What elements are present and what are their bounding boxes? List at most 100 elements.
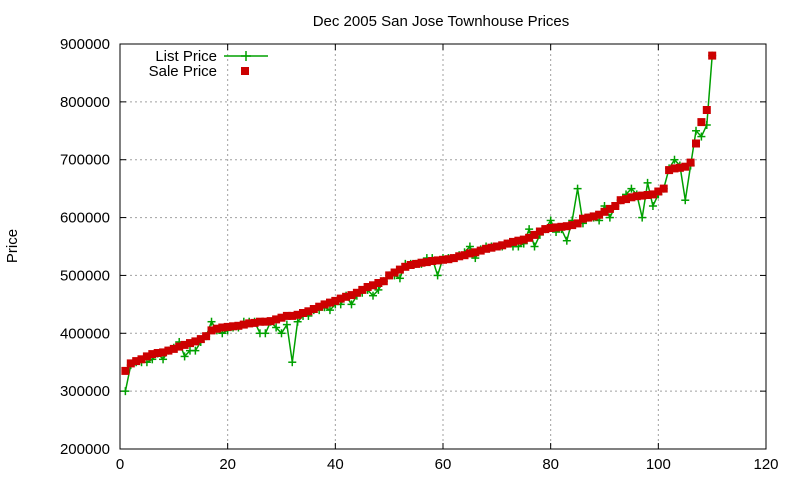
list-price-point [697, 132, 706, 141]
list-price-point [433, 271, 442, 280]
sale-price-point [627, 193, 636, 202]
sale-price-point [261, 317, 270, 326]
sale-price-point [492, 242, 501, 251]
sale-price-point [638, 191, 647, 200]
list-price-point [277, 329, 286, 338]
sale-price-point [390, 268, 399, 277]
sale-price-point [692, 139, 700, 148]
sale-price-point [465, 249, 474, 258]
sale-price-point [670, 164, 679, 173]
list-price-point [562, 236, 571, 245]
sale-price-point [460, 251, 469, 260]
sale-price-point [622, 195, 630, 204]
sale-price-point [175, 342, 184, 351]
sale-price-point [331, 296, 340, 305]
sale-price-point [288, 311, 297, 320]
list-price-point [207, 317, 216, 326]
list-price-point [546, 216, 555, 225]
list-price-point [288, 358, 297, 367]
sale-price-point [579, 214, 587, 223]
x-tick-label: 60 [435, 456, 452, 473]
y-tick-label: 200000 [60, 441, 110, 458]
list-price-point [670, 155, 679, 164]
sale-price-point [159, 348, 168, 357]
sale-price-point [708, 51, 717, 60]
sale-price-point [449, 254, 458, 263]
sale-price-point [557, 222, 566, 231]
sale-price-point [142, 352, 151, 361]
sale-price-point [374, 279, 383, 287]
y-tick-label: 700000 [60, 152, 110, 169]
sale-price-point [514, 236, 523, 245]
list-price-point [573, 184, 582, 193]
x-tick-label: 80 [542, 456, 559, 473]
sale-price-point [530, 230, 539, 239]
sale-price-point [256, 317, 264, 326]
list-price-point [159, 355, 168, 364]
axis-ticks: 0 20 40 60 80 100 120 200000 300000 400000 500000 6… [60, 36, 779, 473]
sale-price-point [675, 163, 684, 172]
sale-price-point [212, 324, 221, 333]
sale-price-point [207, 326, 216, 335]
sale-price-point [180, 340, 189, 349]
legend: List Price Sale Price [149, 48, 268, 80]
sale-price-point [320, 300, 329, 309]
list-price-point [395, 274, 404, 283]
sale-price-point [546, 224, 555, 232]
sale-price-point [369, 281, 377, 290]
sale-price-point [299, 309, 307, 317]
sale-price-point [379, 277, 388, 286]
x-tick-label: 100 [646, 456, 671, 473]
sale-price-point [266, 317, 275, 326]
list-price-point [347, 300, 356, 309]
sale-price-point [605, 204, 614, 213]
sale-price-point [519, 235, 528, 244]
sale-price-point [589, 212, 598, 221]
sale-price-point [702, 106, 711, 114]
sale-price-point [272, 315, 281, 324]
legend-marker-sale-price [241, 67, 249, 75]
y-tick-label: 800000 [60, 94, 110, 111]
sale-price-point [304, 307, 313, 316]
sale-price-point [245, 319, 254, 328]
sale-price-point [293, 310, 302, 319]
grid [120, 44, 766, 449]
y-tick-label: 500000 [60, 267, 110, 284]
list-price-point [681, 196, 690, 205]
list-price-point [525, 225, 534, 234]
sale-price-point [643, 191, 652, 199]
sale-price-point [202, 332, 211, 341]
list-price-point [643, 178, 652, 187]
sale-price-point [412, 259, 421, 268]
sale-price-point [654, 187, 663, 196]
sale-price-point [439, 255, 447, 264]
sale-price-point [385, 271, 394, 280]
sale-price-point [153, 349, 162, 357]
sale-price-point [358, 285, 367, 294]
sale-price-point [126, 359, 135, 368]
sale-price-point [164, 346, 173, 355]
sale-price-point [336, 294, 345, 303]
sale-price-point [552, 223, 560, 232]
sale-price-point [455, 252, 464, 261]
list-price-point [369, 291, 378, 300]
sale-price-point [541, 225, 550, 234]
list-price-point [465, 242, 474, 251]
sale-price-point [277, 313, 286, 322]
y-tick-label: 900000 [60, 36, 110, 53]
list-price-point [272, 323, 281, 332]
x-tick-label: 0 [116, 456, 124, 473]
legend-label-list-price: List Price [155, 48, 217, 65]
list-price-point [648, 202, 657, 210]
sale-price-point [395, 265, 404, 274]
sale-price-point [665, 166, 674, 175]
sale-price-point [428, 257, 437, 265]
sale-price-point [282, 311, 291, 320]
sale-price-point [148, 350, 157, 359]
sale-price-point [681, 162, 690, 171]
sale-price-point [121, 366, 130, 375]
legend-marker-list-price [241, 51, 251, 61]
sale-price-point [196, 335, 205, 344]
sale-price-point [611, 202, 620, 210]
sale-price-point [659, 184, 668, 193]
